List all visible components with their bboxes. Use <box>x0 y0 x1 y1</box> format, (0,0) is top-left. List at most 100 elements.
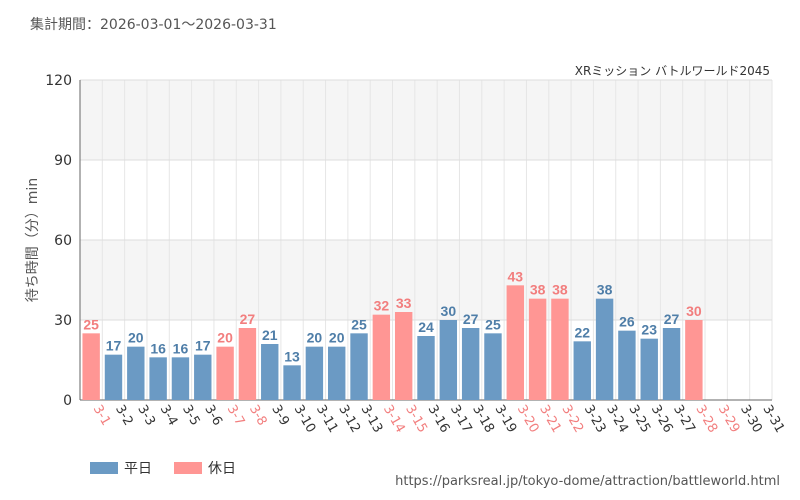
bar-value-label: 20 <box>307 330 323 346</box>
bar <box>171 357 190 400</box>
bar-value-label: 43 <box>508 268 524 284</box>
x-ticks: 3-13-23-33-43-53-63-73-83-93-103-113-123… <box>90 403 787 436</box>
x-tick-label: 3-28 <box>692 403 720 436</box>
y-ticks: 0 30 60 90 120 <box>45 73 72 409</box>
bar-value-label: 13 <box>284 348 300 364</box>
x-tick-label: 3-10 <box>291 403 319 436</box>
y-axis-label: 待ち時間（分）min <box>25 178 41 302</box>
bar <box>573 341 591 400</box>
bar <box>194 354 212 400</box>
bar-value-label: 38 <box>530 282 546 298</box>
x-tick-label: 3-22 <box>558 403 586 436</box>
x-tick-label: 3-19 <box>492 403 520 436</box>
bar-value-label: 16 <box>173 340 189 356</box>
bar <box>283 365 301 400</box>
legend-item-holiday: 休日 <box>174 458 236 478</box>
y-tick-label: 0 <box>63 393 72 409</box>
bar <box>640 338 658 400</box>
bar <box>528 298 547 400</box>
x-tick-label: 3-15 <box>402 403 430 436</box>
bar <box>328 346 346 400</box>
x-tick-label: 3-7 <box>224 403 248 429</box>
bar-value-label: 17 <box>106 338 122 354</box>
legend-swatch-holiday <box>174 462 202 474</box>
bar <box>506 285 524 400</box>
legend-label-weekday: 平日 <box>124 461 152 477</box>
bar <box>372 314 391 400</box>
x-tick-label: 3-23 <box>581 403 609 436</box>
legend-label-holiday: 休日 <box>208 461 236 477</box>
x-tick-label: 3-3 <box>134 403 158 429</box>
bar <box>305 346 324 400</box>
x-tick-label: 3-5 <box>179 403 203 429</box>
y-tick-label: 60 <box>54 233 72 249</box>
bar-value-label: 20 <box>128 330 144 346</box>
bar <box>417 336 435 400</box>
x-tick-label: 3-24 <box>603 403 631 436</box>
bar-value-label: 25 <box>351 316 367 332</box>
bar-value-label: 38 <box>597 282 613 298</box>
bar-value-label: 33 <box>396 295 412 311</box>
x-tick-label: 3-27 <box>670 403 698 436</box>
x-tick-label: 3-21 <box>536 403 564 436</box>
bar-value-label: 27 <box>664 311 680 327</box>
x-tick-label: 3-8 <box>246 403 270 429</box>
legend: 平日 休日 <box>90 458 236 478</box>
bar <box>461 328 480 400</box>
period-text: 集計期間：2026-03-01〜2026-03-31 <box>30 17 277 33</box>
x-tick-label: 3-25 <box>625 403 653 436</box>
bar <box>394 312 413 400</box>
chart-title: XRミッション バトルワールド2045 <box>575 64 770 78</box>
bar-value-label: 16 <box>150 340 166 356</box>
bar <box>439 320 458 400</box>
bar-value-label: 27 <box>463 311 479 327</box>
bars <box>82 285 703 400</box>
bar <box>484 333 502 400</box>
bar-value-label: 23 <box>641 322 657 338</box>
x-tick-label: 3-13 <box>358 403 386 436</box>
plot-band-0 <box>80 80 772 160</box>
legend-swatch-weekday <box>90 462 118 474</box>
x-tick-label: 3-20 <box>514 403 542 436</box>
bar-value-label: 30 <box>441 303 457 319</box>
bar <box>595 298 614 400</box>
y-tick-label: 120 <box>45 73 72 89</box>
bar <box>82 333 100 400</box>
bar-value-label: 27 <box>240 311 256 327</box>
legend-item-weekday: 平日 <box>90 458 152 478</box>
plot-background <box>80 80 772 320</box>
plot-band-1 <box>80 240 772 320</box>
bar <box>238 328 257 400</box>
x-tick-label: 3-11 <box>313 403 341 436</box>
y-tick-label: 90 <box>54 153 72 169</box>
bar <box>216 346 234 400</box>
bar-value-label: 25 <box>485 316 501 332</box>
bar-value-label: 21 <box>262 327 278 343</box>
bar-value-label: 24 <box>418 319 434 335</box>
bar <box>261 344 279 400</box>
grid-lines <box>79 79 773 401</box>
bar-value-label: 25 <box>83 316 99 332</box>
bar-labels: 25 17 20 16 16 17 20 27 21 13 20 20 25 32 33 24 30 27 25 43… <box>83 268 701 364</box>
y-tick-label: 30 <box>54 313 72 329</box>
x-tick-label: 3-16 <box>425 403 453 436</box>
bar <box>618 330 636 400</box>
bar <box>127 346 145 400</box>
x-tick-label: 3-6 <box>201 403 225 429</box>
x-tick-label: 3-26 <box>648 403 676 436</box>
bar-value-label: 17 <box>195 338 211 354</box>
x-tick-label: 3-18 <box>469 403 497 436</box>
x-tick-label: 3-29 <box>715 403 743 436</box>
bar-value-label: 22 <box>574 324 590 340</box>
x-tick-label: 3-30 <box>737 403 765 436</box>
bar-value-label: 20 <box>329 330 345 346</box>
x-tick-label: 3-14 <box>380 403 408 436</box>
bar <box>662 328 681 400</box>
bar-value-label: 26 <box>619 314 635 330</box>
bar <box>350 333 368 400</box>
bar <box>551 298 569 400</box>
x-tick-label: 3-17 <box>447 403 475 436</box>
bar <box>104 354 123 400</box>
bar-value-label: 32 <box>374 298 390 314</box>
